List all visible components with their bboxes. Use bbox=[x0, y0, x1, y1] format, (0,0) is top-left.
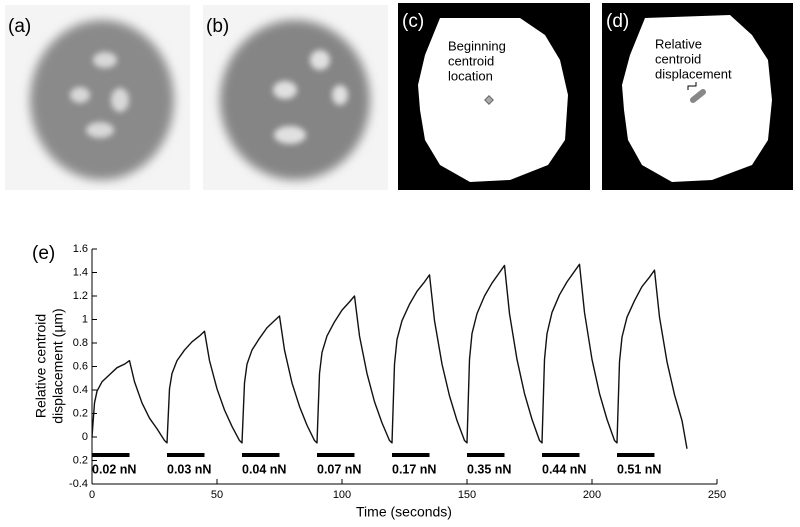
stimulus-label: 0.51 nN bbox=[617, 462, 661, 476]
y-axis-title: Relative centroid bbox=[33, 314, 49, 418]
y-tick-label: 0.2 bbox=[73, 454, 88, 466]
stimulus-label: 0.17 nN bbox=[392, 462, 436, 476]
panel-label: (d) bbox=[606, 11, 629, 32]
cell-texture bbox=[70, 52, 129, 138]
x-axis-title: Time (seconds) bbox=[356, 504, 452, 520]
annotation: displacement bbox=[655, 66, 732, 81]
panel-d: (d) Relative centroid displacement bbox=[602, 3, 793, 190]
stimulus-bar bbox=[392, 453, 430, 457]
x-tick-label: 100 bbox=[333, 489, 351, 501]
stimulus-bar bbox=[167, 453, 205, 457]
stimulus-label: 0.04 nN bbox=[242, 462, 286, 476]
y-tick-label: 1.4 bbox=[73, 266, 88, 278]
stimulus-label: 0.44 nN bbox=[542, 462, 586, 476]
x-tick-label: 200 bbox=[583, 489, 601, 501]
x-tick-label: 50 bbox=[211, 489, 223, 501]
panel-label: (c) bbox=[402, 11, 424, 32]
y-tick-label: 0 bbox=[82, 431, 88, 443]
y-tick-label: 1.2 bbox=[73, 290, 88, 302]
x-tick-label: 0 bbox=[89, 489, 95, 501]
panel-label: (e) bbox=[32, 243, 55, 264]
cell-image bbox=[220, 20, 370, 180]
displacement-marker bbox=[690, 89, 706, 103]
stimulus-bar bbox=[542, 453, 580, 457]
stimulus-bar bbox=[317, 453, 355, 457]
bracket bbox=[687, 82, 697, 90]
annotation: location bbox=[448, 68, 493, 83]
y-tick-label: 0.2 bbox=[73, 407, 88, 419]
stimulus-label: 0.02 nN bbox=[92, 462, 136, 476]
y-tick-label: 0.4 bbox=[73, 384, 88, 396]
panel-label: (a) bbox=[8, 16, 31, 37]
y-axis-title: displacement (µm) bbox=[50, 308, 66, 423]
y-tick-label: 0.8 bbox=[73, 337, 88, 349]
chart: (e) Time (seconds) Relative centroid dis… bbox=[32, 243, 726, 520]
data-line bbox=[91, 263, 688, 449]
stimulus-bar bbox=[467, 453, 505, 457]
y-tick-label: -0.4 bbox=[69, 478, 88, 490]
cell-image bbox=[30, 20, 174, 180]
stimulus-label: 0.03 nN bbox=[167, 462, 211, 476]
annotation: Relative bbox=[655, 36, 702, 51]
stimulus-label: 0.07 nN bbox=[317, 462, 361, 476]
panel-b: (b) bbox=[203, 5, 388, 190]
stimulus-bar bbox=[92, 453, 130, 457]
stimulus-bar bbox=[617, 453, 655, 457]
panel-c: (c) Beginning centroid location bbox=[398, 3, 590, 190]
centroid-marker bbox=[484, 95, 494, 105]
y-tick-label: 1 bbox=[82, 313, 88, 325]
y-tick-label: 0.6 bbox=[73, 360, 88, 372]
annotation: centroid bbox=[655, 51, 701, 66]
panel-label: (b) bbox=[206, 16, 229, 37]
cell-texture bbox=[273, 50, 348, 144]
x-tick-label: 150 bbox=[458, 489, 476, 501]
x-tick-label: 250 bbox=[708, 489, 726, 501]
y-tick-label: 1.6 bbox=[73, 243, 88, 255]
stimulus-bar bbox=[242, 453, 280, 457]
panel-a: (a) bbox=[5, 5, 190, 190]
stimulus-label: 0.35 nN bbox=[467, 462, 511, 476]
annotation: Beginning bbox=[448, 38, 506, 53]
annotation: centroid bbox=[448, 53, 494, 68]
